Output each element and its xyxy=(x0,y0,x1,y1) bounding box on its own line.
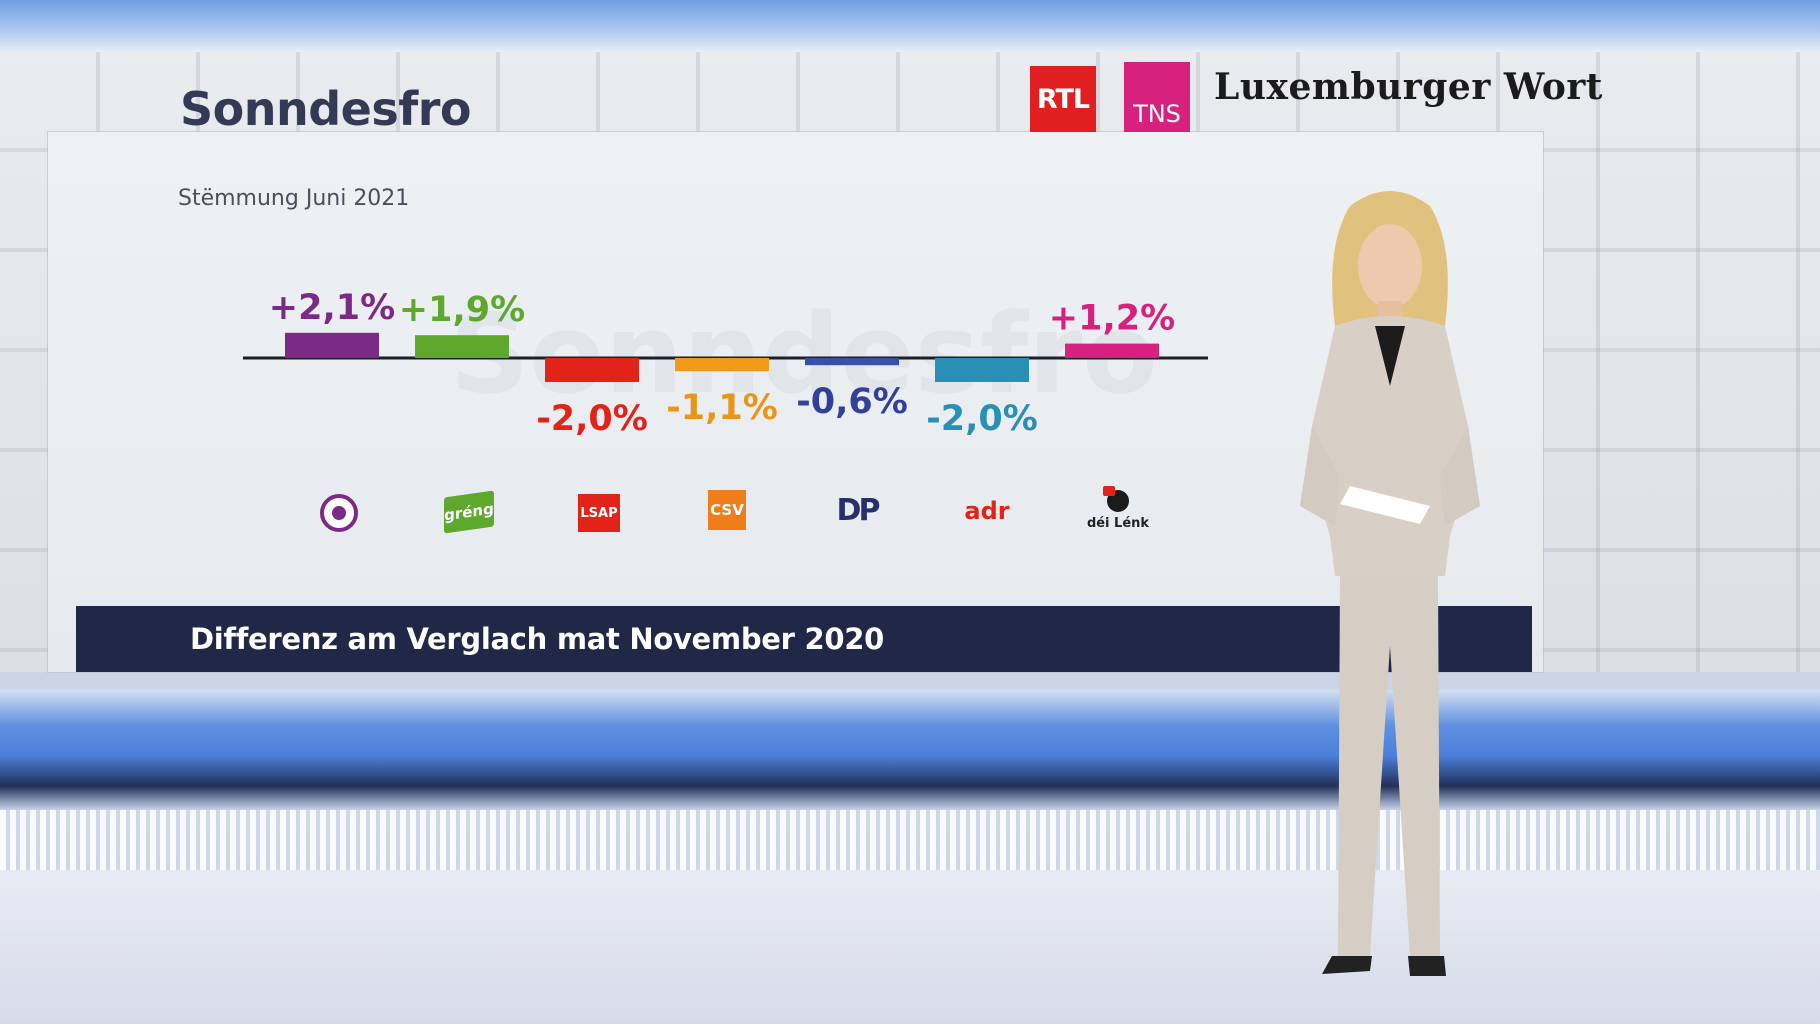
bar-6 xyxy=(1065,343,1159,358)
bar-0 xyxy=(285,332,379,358)
tns-logo: TNS xyxy=(1124,62,1190,132)
dei-lenk-mark xyxy=(1103,485,1129,512)
bar-1 xyxy=(415,335,509,358)
bar-value-label-6: +1,2% xyxy=(1049,299,1175,339)
bar-value-label-0: +2,1% xyxy=(269,288,395,328)
dp-icon: DP xyxy=(836,492,881,528)
studio-glow-band xyxy=(0,690,1820,810)
dei-lenk-icon: déi Lénk xyxy=(1086,482,1150,538)
bar-value-label-1: +1,9% xyxy=(399,290,525,330)
bar-3 xyxy=(675,358,769,372)
panel-watermark: Sonndesfro xyxy=(450,290,1158,418)
bar-value-label-4: -0,6% xyxy=(796,382,908,422)
bar-value-label-2: -2,0% xyxy=(536,399,648,439)
bar-value-label-5: -2,0% xyxy=(926,399,1038,439)
caption-bar xyxy=(76,606,1532,672)
chart-subtitle: Stëmmung Juni 2021 xyxy=(178,186,410,211)
presenter-figure xyxy=(1300,191,1480,976)
dei-lenk-label: déi Lénk xyxy=(1086,515,1150,531)
lsap-icon: LSAP xyxy=(578,494,620,532)
studio-top-light xyxy=(0,0,1820,52)
bar-value-label-3: -1,1% xyxy=(666,388,778,428)
bar-4 xyxy=(805,358,899,366)
csv-icon: CSV xyxy=(708,490,746,530)
page-title: Sonndesfro xyxy=(180,82,472,136)
bar-5 xyxy=(935,358,1029,382)
bar-2 xyxy=(545,358,639,382)
greng-icon: gréng xyxy=(444,490,494,534)
adr-icon: adr xyxy=(964,497,1010,525)
chart-panel xyxy=(48,132,1543,672)
studio-led-strip xyxy=(0,810,1820,870)
studio-floor xyxy=(0,870,1820,1024)
rtl-logo: RTL xyxy=(1030,66,1096,132)
pirate-party-icon xyxy=(320,494,358,532)
caption-text: Differenz am Verglach mat November 2020 xyxy=(190,622,884,656)
luxemburger-wort-logo: Luxemburger Wort xyxy=(1214,66,1603,108)
